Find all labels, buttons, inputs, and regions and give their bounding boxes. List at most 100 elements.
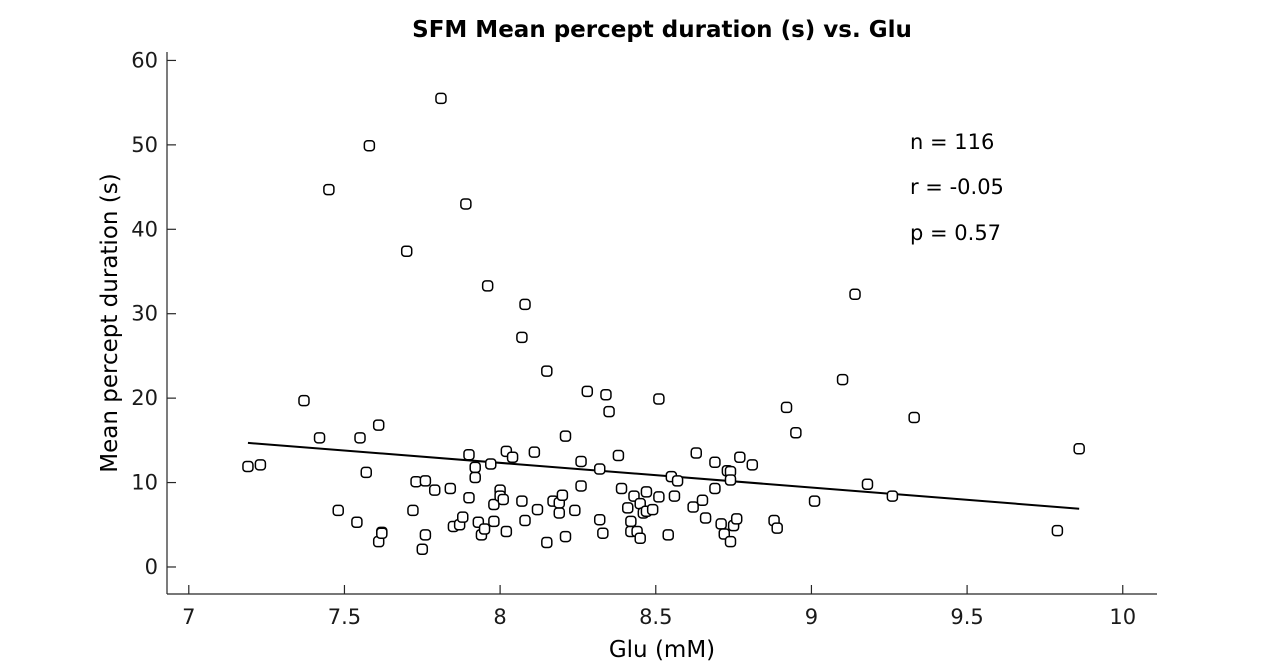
data-point [516,495,528,507]
data-point [541,365,553,377]
data-point [332,504,344,517]
data-point [541,536,553,549]
data-point [603,405,615,418]
data-point [653,393,665,405]
data-point [351,516,363,528]
data-point [519,514,531,527]
data-point [553,507,566,519]
data-point [323,183,335,196]
chart-title: SFM Mean percept duration (s) vs. Glu [412,17,912,43]
axes [166,52,1157,595]
data-point [593,463,606,475]
data-point [886,490,899,502]
data-point [531,503,544,516]
data-point [709,482,721,495]
data-point [360,466,372,479]
data-point [612,449,625,462]
data-point [600,389,612,401]
y-tick-label: 10 [131,471,158,495]
data-points [242,92,1085,556]
data-point [488,515,500,528]
data-point [460,198,472,210]
data-point [444,482,457,495]
data-point [242,460,254,473]
data-point [581,385,594,398]
data-point [457,511,469,523]
data-point [478,523,491,535]
stat-n: n = 116 [910,130,994,154]
data-point [699,512,712,524]
data-point [790,427,802,439]
data-point [481,280,494,292]
data-point [506,451,519,463]
x-tick-label: 8.5 [639,605,672,629]
y-tick-label: 40 [131,217,158,241]
data-point [709,456,721,469]
data-point [668,490,681,502]
data-point [569,504,581,517]
data-point [646,503,659,516]
data-point [780,401,793,414]
data-point [861,478,874,490]
stat-p: p = 0.57 [910,221,1001,245]
data-point [634,532,646,545]
data-point [615,482,628,495]
x-axis-label: Glu (mM) [609,637,715,663]
data-point [1073,443,1085,455]
data-point [407,504,419,517]
data-point [435,92,447,105]
x-tick-label: 7.5 [328,605,361,629]
data-point [419,475,432,487]
data-point [730,513,743,525]
data-point [696,494,709,507]
data-point [298,394,310,407]
data-point [1051,524,1064,537]
data-point [485,458,497,470]
data-point [836,373,849,386]
y-tick-label: 30 [131,302,158,326]
data-point [363,139,376,152]
data-point [808,495,821,507]
y-tick-label: 0 [145,555,158,579]
data-point [575,455,587,468]
data-point [597,527,609,539]
data-point [354,432,366,444]
data-point [771,522,783,534]
data-point [428,484,441,496]
y-axis-label: Mean percept duration (s) [97,173,123,472]
data-point [849,288,861,301]
data-point [556,489,569,501]
data-point [559,530,572,543]
data-point [724,535,737,548]
data-point [497,493,509,506]
data-point [724,474,737,486]
data-point [463,448,475,461]
data-point [254,459,267,471]
y-tick-label: 60 [131,48,158,72]
x-tick-label: 7 [182,605,195,629]
data-point [625,515,637,528]
data-point [372,419,385,431]
x-tick-label: 9 [805,605,818,629]
data-point [734,451,746,463]
data-point [419,529,432,541]
data-point [410,475,422,488]
data-point [715,518,727,530]
data-point [400,245,413,257]
stat-r: r = -0.05 [910,175,1004,199]
data-point [640,486,653,498]
data-point [376,527,388,539]
data-point [469,471,481,484]
data-point [653,491,665,503]
data-point [528,446,541,458]
data-point [746,459,759,471]
fit-line-group [247,441,1080,510]
y-tick-label: 20 [131,386,158,410]
data-point [671,475,684,487]
data-point [469,461,481,474]
data-point [519,298,531,311]
data-point [593,513,606,526]
data-point [575,480,587,492]
data-point [687,501,699,513]
data-point [662,529,674,541]
